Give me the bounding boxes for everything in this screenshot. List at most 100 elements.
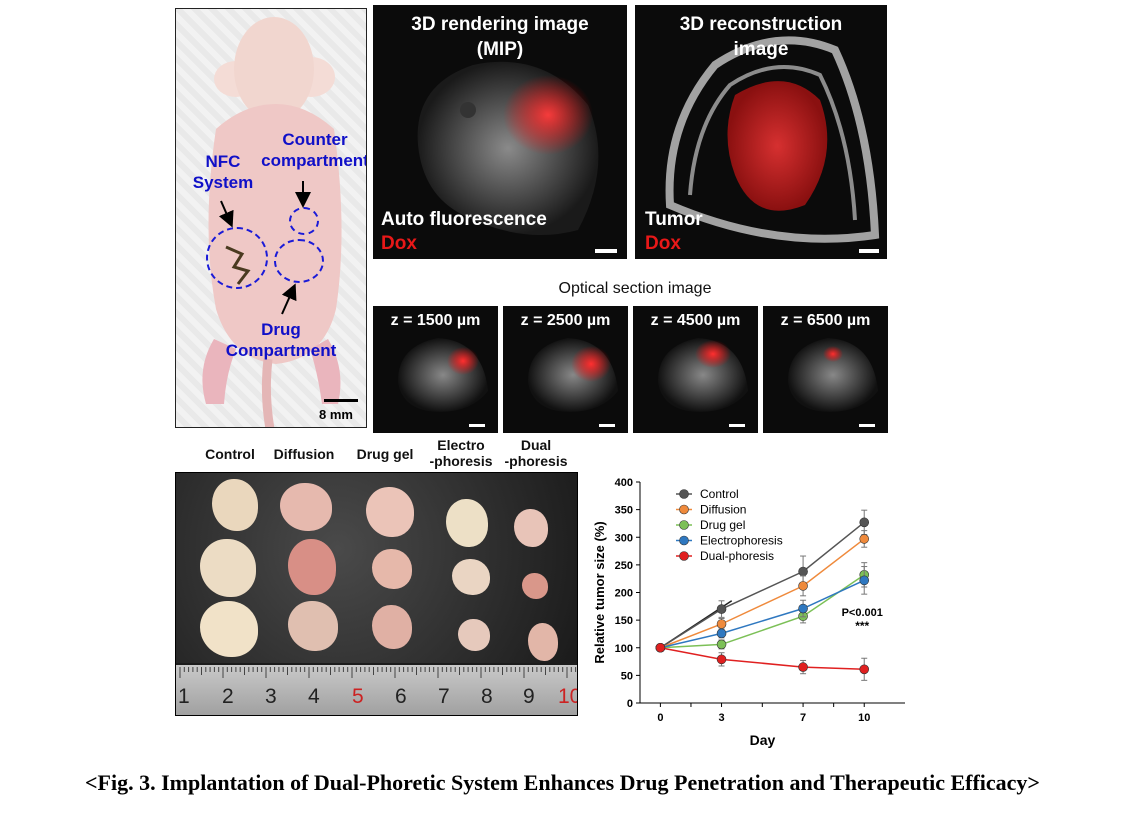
tumor-size-chart: 0 50 100 150 200 250 300 350 400 0 3 7 10 Day Relative… [592,477,905,748]
legend-label: Electrophoresis [700,534,783,548]
excised-tumor-photo: 1 2 3 4 5 6 7 8 9 10 [175,472,578,716]
dox-label: Dox [381,233,417,254]
data-point-dual-phoresis [859,664,870,675]
x-tick-label: 3 [718,712,724,724]
optical-section-3-image [658,338,748,412]
section-scalebar-1 [469,424,485,427]
tumor-diffusion-3 [288,601,338,651]
section-depth-4: z = 6500 µm [780,312,871,329]
tumor-dual-phoresis-3 [528,623,558,661]
data-point-drug gel [716,639,727,650]
y-tick-label: 0 [627,698,633,710]
legend-marker [679,520,689,530]
x-tick-label: 0 [657,712,663,724]
section-depth-3: z = 4500 µm [650,312,741,329]
ruler-number-5: 5 [352,685,364,708]
optical-section-1-image [398,338,488,412]
ruler-number-6: 6 [395,685,407,708]
ruler-number-8: 8 [481,685,493,708]
series-line-dual-phoresis [660,647,865,671]
x-tick-label: 7 [800,712,806,724]
tumor-drug-gel-1 [366,487,414,537]
section-scalebar-2 [599,424,615,427]
legend-label: Control [700,487,739,501]
drug-compartment-label: Drug Compartment [225,320,337,360]
data-point-diffusion [859,534,870,544]
section-depth-2: z = 2500 µm [520,312,611,329]
column-label-control: Control [205,446,255,462]
optical-section-4: z = 6500 µm [763,306,888,433]
pointer-arrows [218,181,311,315]
reconstruction-image-panel: 3D reconstruction image Tumor Dox [635,5,887,259]
series-line-drug gel [660,574,865,649]
counter-compartment-label: Counter compartment [261,130,367,170]
reconstruction-scalebar [859,249,879,253]
optical-section-4-image [788,338,878,412]
tumor-electrophoresis-1 [446,499,488,547]
reconstruction-image [665,36,880,243]
nfc-system-label: NFC System [192,152,254,192]
y-tick-label: 150 [615,615,633,627]
section-depth-1: z = 1500 µm [390,312,481,329]
data-point-dual-phoresis [716,654,727,665]
tumor-label: Tumor [645,209,703,230]
column-label-diffusion: Diffusion [273,446,335,462]
column-label-electrophoresis: Electro -phoresis [429,437,493,469]
data-point-electrophoresis [716,628,727,639]
mouse-photo-panel: NFC System Counter compartment Drug Compart… [175,8,367,428]
y-tick-label: 200 [615,588,633,600]
ruler-number-10: 10 [558,685,577,708]
tumor-control-1 [212,479,258,531]
mouse-scalebar [324,399,358,402]
tumor-diffusion-2 [288,539,336,595]
rendering-title: 3D rendering image (MIP) [411,14,589,60]
y-tick-label: 250 [615,560,633,572]
tumor-control-2 [200,539,256,597]
legend-marker [679,489,689,499]
optical-section-title: Optical section image [558,280,712,297]
y-tick-label: 400 [615,477,633,489]
ruler-number-1: 1 [178,685,190,708]
auto-fluorescence-label: Auto fluorescence [381,209,547,230]
rendering-scalebar [595,249,617,253]
ruler-number-4: 4 [308,685,320,708]
ruler-ticks [179,667,577,678]
data-point-control [859,517,870,528]
data-point-control [798,566,808,577]
data-point-electrophoresis [859,575,870,586]
nfc-system-circle [206,227,268,289]
y-tick-label: 300 [615,532,633,544]
tumor-drug-gel-3 [372,605,412,649]
tumor-dual-phoresis-1 [514,509,548,547]
legend-label: Drug gel [700,518,745,532]
metal-ruler [176,665,577,715]
y-tick-label: 50 [621,670,633,682]
data-point-control [716,604,727,614]
y-axis-label: Relative tumor size (%) [592,521,607,663]
optical-section-2-image [528,338,618,412]
series-line-control [659,521,865,649]
tumor-dual-phoresis-2 [522,573,548,599]
column-label-dual-phoresis: Dual -phoresis [504,437,568,469]
rendering-image [417,61,599,236]
data-point-diffusion [716,619,727,629]
legend-marker [679,535,689,546]
optical-section-2: z = 2500 µm [503,306,628,433]
series-line-diffusion [660,538,865,649]
ruler-number-2: 2 [222,685,234,708]
significance-stars: *** [855,619,869,633]
rendering-image-panel: 3D rendering image (MIP) Auto fluorescenc… [373,5,627,259]
section-scalebar-3 [729,424,745,427]
x-axis-label: Day [750,732,776,748]
column-label-drug-gel: Drug gel [356,446,414,462]
legend-marker [679,504,689,515]
tumor-electrophoresis-3 [458,619,490,651]
data-point-dual-phoresis [655,642,666,653]
tumor-electrophoresis-2 [452,559,490,595]
data-point-diffusion [798,581,808,591]
counter-compartment-circle [289,207,319,235]
series-line-electrophoresis [660,579,865,649]
legend-marker [679,551,689,561]
optical-section-3: z = 4500 µm [633,306,758,433]
optical-section-1: z = 1500 µm [373,306,498,433]
